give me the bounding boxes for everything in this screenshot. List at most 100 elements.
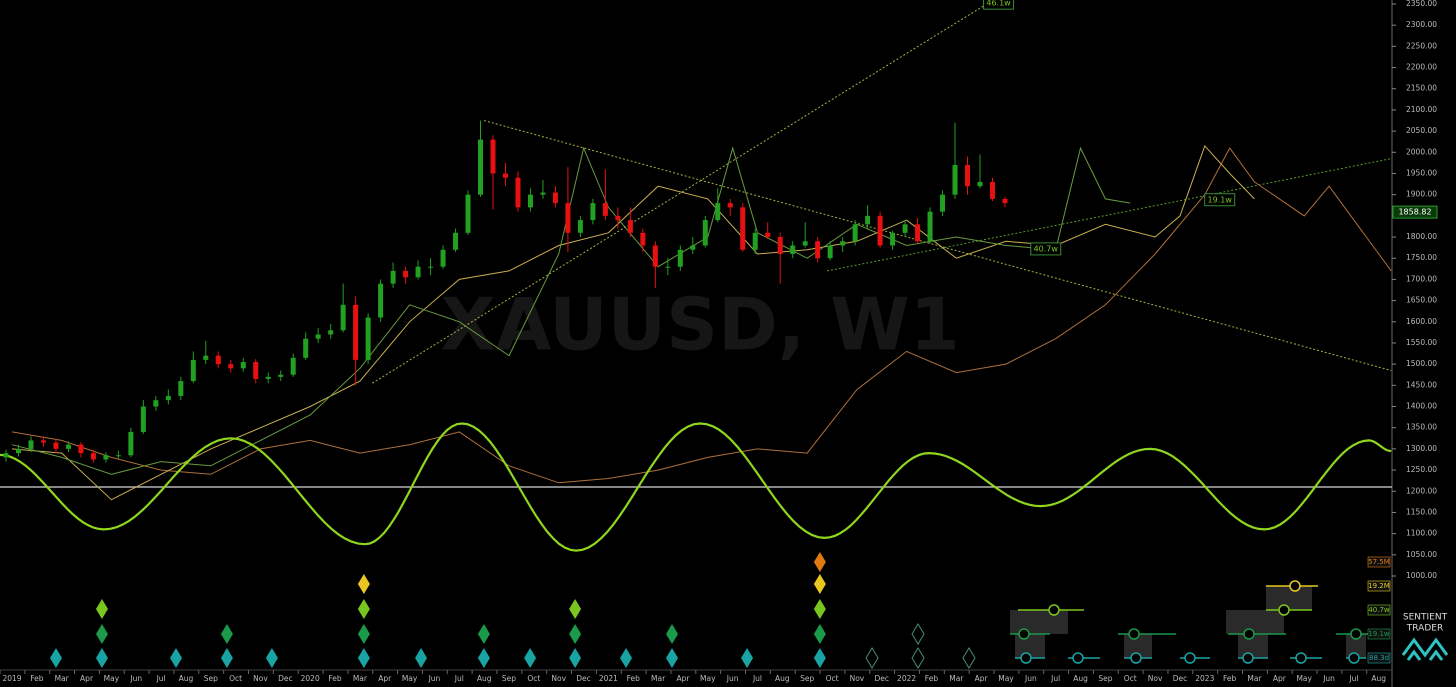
x-tick-label: Oct [1124, 674, 1137, 683]
candle-body [265, 376, 271, 379]
phase-marker [666, 648, 679, 668]
candle-body [315, 334, 321, 339]
x-tick-label: Nov [551, 674, 566, 683]
legend-box [1367, 580, 1391, 592]
legend-box [1367, 628, 1391, 640]
candle-body [715, 203, 721, 221]
y-tick-label: 2300.00 [1406, 20, 1437, 29]
candle-body [453, 232, 459, 250]
y-tick-label: 2350.00 [1406, 0, 1437, 8]
phase-marker [415, 648, 428, 668]
x-tick-label: Dec [1173, 674, 1188, 683]
candle-body [490, 139, 496, 174]
x-tick-label: Jul [1348, 674, 1358, 683]
candle-body [140, 406, 146, 432]
x-tick-label: 2019 [2, 674, 21, 683]
candle-body [627, 220, 633, 233]
projected-cycles [1010, 580, 1370, 664]
y-tick-label: 1900.00 [1406, 190, 1437, 199]
overlay-line [11, 146, 1131, 475]
cycle-label-box [1204, 193, 1236, 207]
x-tick-label: 2020 [301, 674, 320, 683]
x-tick-label: May [104, 674, 120, 683]
phase-marker [95, 648, 108, 668]
candle-body [465, 194, 471, 233]
x-tick-label: Apr [80, 674, 94, 683]
y-tick-label: 1150.00 [1406, 507, 1437, 516]
candle-body [927, 211, 933, 242]
x-tick-label: Aug [477, 674, 492, 683]
y-tick-label: 1750.00 [1406, 253, 1437, 262]
candle-body [515, 177, 521, 208]
x-tick-label: May [1296, 674, 1312, 683]
candle-body [365, 317, 371, 360]
x-tick-label: 2021 [599, 674, 618, 683]
candle-body [890, 232, 896, 246]
phase-marker [813, 599, 826, 619]
logo-text: TRADER [1406, 624, 1443, 634]
x-tick-label: Feb [925, 674, 939, 683]
composite-wave [0, 422, 1392, 552]
cycle-label-box [1030, 242, 1062, 256]
phase-marker [813, 552, 826, 572]
phase-marker [569, 624, 582, 644]
y-tick-label: 1800.00 [1406, 232, 1437, 241]
candle-body [777, 237, 783, 254]
y-tick-label: 1350.00 [1406, 423, 1437, 432]
candle-body [390, 270, 396, 284]
x-tick-label: Jun [428, 674, 441, 683]
y-tick-label: 2200.00 [1406, 63, 1437, 72]
candle-body [865, 215, 871, 225]
candle-body [3, 453, 9, 458]
candle-body [178, 381, 184, 396]
x-tick-label: Jul [156, 674, 166, 683]
candle-body [103, 455, 109, 460]
phase-marker [357, 648, 370, 668]
phase-marker [95, 599, 108, 619]
candle-body [28, 440, 34, 449]
x-tick-label: Apr [378, 674, 392, 683]
candle-body [702, 220, 708, 246]
y-tick-label: 1100.00 [1406, 529, 1437, 538]
phase-marker [524, 648, 537, 668]
legend-label: 19.1w [1368, 630, 1390, 638]
candle-body [428, 266, 434, 268]
y-tick-label: 2150.00 [1406, 84, 1437, 93]
y-tick-label: 2000.00 [1406, 147, 1437, 156]
x-tick-label: Dec [874, 674, 889, 683]
plot: 46.1w 40.7w 19.1w [0, 0, 1392, 552]
candle-body [590, 203, 596, 221]
phase-marker [357, 599, 370, 619]
phase-marker [477, 648, 490, 668]
x-tick-label: Jun [129, 674, 142, 683]
x-tick-label: Mar [1247, 674, 1262, 683]
trend-line [484, 120, 1392, 371]
candle-body [827, 245, 833, 259]
candle-body [915, 224, 921, 242]
candle-body [815, 241, 821, 259]
x-tick-label: Mar [949, 674, 964, 683]
candle-body [165, 395, 171, 401]
x-tick-label: Apr [676, 674, 690, 683]
x-tick-label: Sep [502, 674, 516, 683]
x-tick-label: Jul [752, 674, 762, 683]
candle-body [665, 266, 671, 268]
candle-body [1002, 198, 1008, 204]
x-tick-label: Oct [527, 674, 540, 683]
y-tick-label: 1700.00 [1406, 274, 1437, 283]
x-tick-label: Aug [775, 674, 790, 683]
phase-marker [741, 648, 754, 668]
candle-body [40, 440, 46, 443]
y-tick-label: 1400.00 [1406, 402, 1437, 411]
candle-body [240, 362, 246, 369]
x-tick-label: Nov [253, 674, 268, 683]
candle-body [677, 249, 683, 267]
y-tick-label: 1600.00 [1406, 317, 1437, 326]
phase-marker [813, 574, 826, 594]
phase-marker [220, 648, 233, 668]
x-tick-label: Apr [1273, 674, 1287, 683]
phase-marker [813, 624, 826, 644]
x-tick-label: Feb [1223, 674, 1237, 683]
phase-marker [170, 648, 183, 668]
